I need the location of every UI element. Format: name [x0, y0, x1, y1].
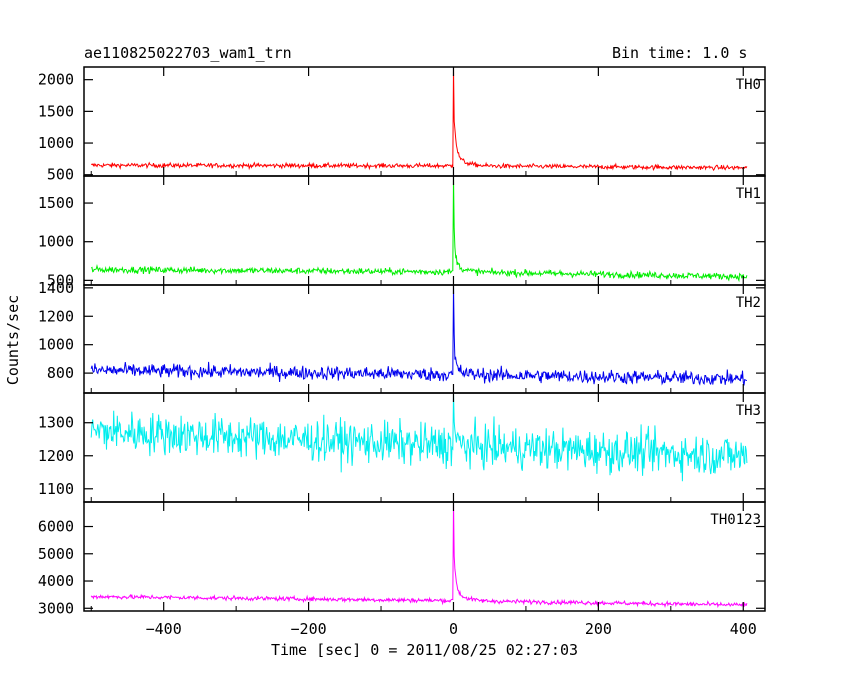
y-tick-label-th2: 1200: [38, 307, 74, 325]
y-tick-label-th0123: 6000: [38, 518, 74, 536]
y-axis-label: Counts/sec: [4, 295, 22, 385]
y-tick-label-th3: 1200: [38, 447, 74, 465]
bin-time-label: Bin time: 1.0 s: [612, 44, 748, 62]
x-axis-label: Time [sec] 0 = 2011/08/25 02:27:03: [271, 641, 578, 659]
panel-label-th2: TH2: [736, 295, 761, 311]
y-tick-label-th2: 1400: [38, 279, 74, 297]
panel-label-th0123: TH0123: [710, 512, 761, 528]
series-th2: [90, 285, 748, 386]
series-th1: [90, 176, 748, 283]
y-tick-label-th0: 1000: [38, 134, 74, 152]
panel-frame-th0123: [83, 501, 766, 612]
y-tick-label-th0: 500: [47, 166, 74, 184]
series-th0123: [90, 502, 748, 609]
y-tick-label-th1: 1000: [38, 233, 74, 251]
y-tick-label-th0123: 5000: [38, 545, 74, 563]
y-tick-label-th0: 2000: [38, 71, 74, 89]
y-tick-label-th1: 1500: [38, 194, 74, 212]
x-tick-label: −400: [146, 620, 182, 638]
y-tick-label-th3: 1300: [38, 414, 74, 432]
panel-label-th0: TH0: [736, 77, 761, 93]
y-tick-label-th2: 1000: [38, 336, 74, 354]
x-tick-label: 0: [449, 620, 458, 638]
x-tick-label: 200: [585, 620, 612, 638]
panel-frame-th0: [83, 66, 766, 177]
y-tick-label-th2: 800: [47, 364, 74, 382]
chart-title: ae110825022703_wam1_trn: [84, 44, 292, 62]
x-tick-label: −200: [291, 620, 327, 638]
panel-label-th1: TH1: [736, 186, 761, 202]
panel-frame-th2: [83, 284, 766, 394]
y-tick-label-th1: 500: [47, 271, 74, 289]
y-tick-label-th0123: 4000: [38, 572, 74, 590]
panel-label-th3: TH3: [736, 403, 761, 419]
y-tick-label-th3: 1100: [38, 480, 74, 498]
y-tick-label-th0: 1500: [38, 102, 74, 120]
x-tick-label: 400: [730, 620, 757, 638]
series-th3: [90, 393, 748, 482]
y-tick-label-th0123: 3000: [38, 599, 74, 617]
series-th0: [90, 67, 748, 172]
